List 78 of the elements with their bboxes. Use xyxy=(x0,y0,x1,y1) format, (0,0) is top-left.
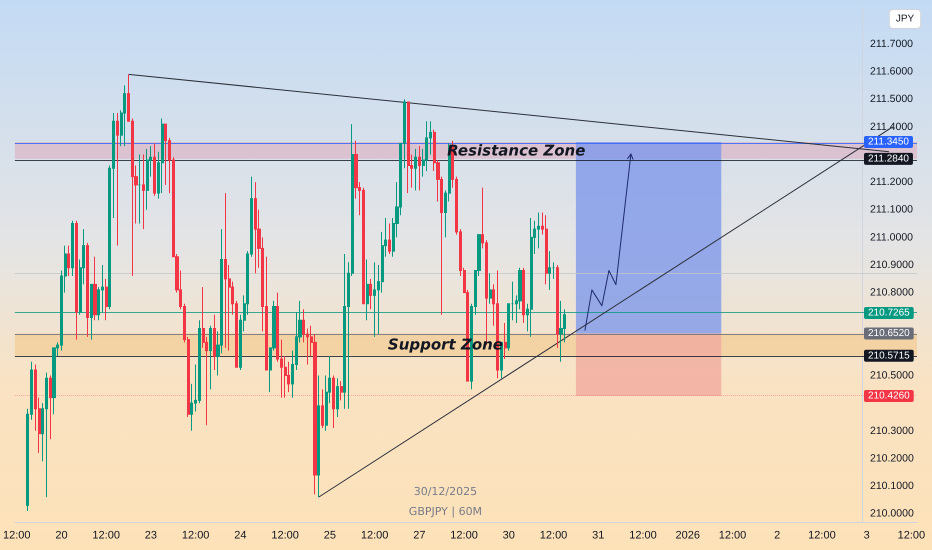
y-tick-label: 211.2000 xyxy=(870,176,914,188)
y-tick-label: 210.2000 xyxy=(870,452,914,464)
x-tick-label: 31 xyxy=(592,530,604,542)
candlestick xyxy=(414,148,417,191)
candlestick xyxy=(548,250,551,290)
y-tick-label: 210.8000 xyxy=(870,286,914,299)
ref-line-label: 210.6520 xyxy=(868,328,910,340)
x-tick-label: 25 xyxy=(324,530,336,542)
y-tick-label: 210.1000 xyxy=(870,480,914,492)
candlestick xyxy=(67,245,70,277)
ref-line-label: 211.3450 xyxy=(868,136,910,148)
x-tick-label: 30 xyxy=(502,530,515,542)
x-tick-label: 2026 xyxy=(675,530,700,542)
candlestick xyxy=(116,112,119,246)
x-tick-label: 23 xyxy=(144,530,158,542)
x-tick-label: 12:00 xyxy=(360,530,388,542)
y-tick-label: 210.5000 xyxy=(870,370,914,382)
x-tick-label: 2 xyxy=(774,530,780,542)
x-tick-label: 20 xyxy=(55,530,68,542)
candlestick xyxy=(332,375,335,429)
candlestick xyxy=(254,182,257,274)
x-tick-label: 12:00 xyxy=(718,530,746,542)
candlestick xyxy=(418,146,421,191)
candlestick xyxy=(489,272,492,304)
candlestick xyxy=(138,154,141,224)
x-tick-label: 12:00 xyxy=(808,530,836,542)
y-tick-label: 211.7000 xyxy=(870,38,914,50)
candlestick xyxy=(93,256,97,321)
x-tick-label: 27 xyxy=(413,530,426,542)
candlestick xyxy=(522,267,525,324)
y-tick-label: 211.6000 xyxy=(870,66,914,78)
x-tick-label: 24 xyxy=(234,530,247,542)
y-tick-label: 211.1000 xyxy=(870,204,914,216)
candlestick xyxy=(317,375,320,498)
annotation: 30/12/2025 xyxy=(414,485,478,498)
annotation: GBPJPY | 60M xyxy=(408,505,482,518)
candlestick xyxy=(105,278,108,321)
y-tick-label: 211.4000 xyxy=(870,120,914,133)
y-tick-label: 211.0000 xyxy=(870,231,914,244)
candlestick xyxy=(504,322,507,360)
x-tick-label: 12:00 xyxy=(540,530,568,542)
y-tick-label: 210.9000 xyxy=(870,259,914,271)
x-tick-label: 12:00 xyxy=(182,530,210,542)
candlestick xyxy=(49,375,52,440)
candlestick xyxy=(321,388,324,429)
ref-line-label: 210.4260 xyxy=(868,390,910,402)
candlestick xyxy=(75,220,78,340)
candlestick xyxy=(224,192,227,348)
x-tick-label: 12:00 xyxy=(898,530,926,542)
annotation: JPY xyxy=(896,14,914,24)
candlestick xyxy=(142,154,145,230)
x-tick-label: 12:00 xyxy=(450,530,478,542)
ref-line-label: 210.7265 xyxy=(868,307,910,318)
candlestick xyxy=(153,142,156,196)
candlestick xyxy=(146,148,149,210)
x-tick-label: 12:00 xyxy=(92,530,120,542)
y-tick-label: 210.3000 xyxy=(870,424,914,437)
x-tick-label: 3 xyxy=(864,530,870,542)
candlestick xyxy=(545,214,548,285)
candlestick xyxy=(86,242,89,338)
ref-line-label: 210.5715 xyxy=(868,350,910,362)
candlestick xyxy=(123,84,126,147)
ref-line-label: 211.2840 xyxy=(868,153,910,164)
y-tick-label: 211.5000 xyxy=(870,93,914,106)
candlestick xyxy=(556,264,559,348)
candlestick xyxy=(407,101,410,194)
candlestick xyxy=(45,372,48,498)
candlestick xyxy=(213,314,216,371)
candlestick xyxy=(209,325,212,390)
candlestick xyxy=(71,220,74,277)
x-tick-label: 12:00 xyxy=(2,530,30,542)
x-tick-label: 12:00 xyxy=(271,530,299,542)
candlestick xyxy=(340,380,343,401)
candlestick xyxy=(369,278,372,310)
candlestick xyxy=(336,378,339,418)
candlestick xyxy=(388,223,391,254)
y-tick-label: 210.0000 xyxy=(870,508,914,520)
x-tick-label: 12:00 xyxy=(629,530,657,542)
